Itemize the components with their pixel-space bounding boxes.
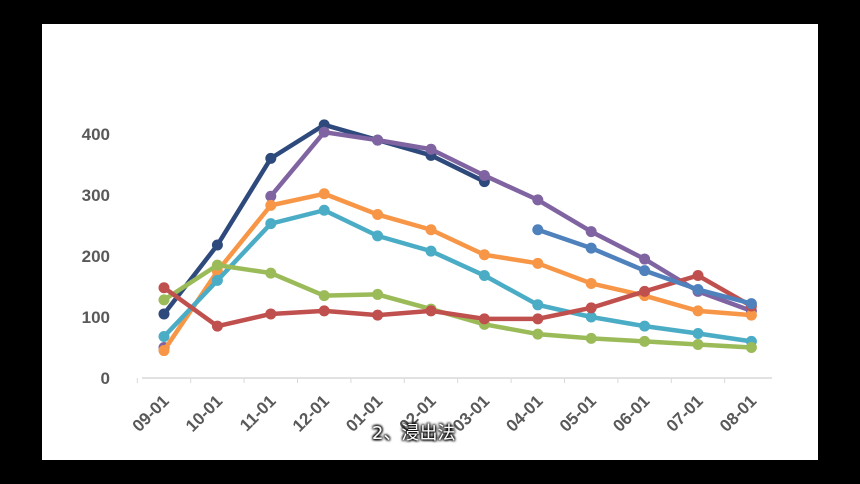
data-point <box>372 309 384 321</box>
series-path <box>161 273 754 329</box>
data-point <box>692 284 704 296</box>
x-tick-label: 08-01 <box>716 391 760 435</box>
x-tick-label: 09-01 <box>129 391 173 435</box>
data-point <box>265 199 277 211</box>
y-tick-label: 200 <box>82 247 110 266</box>
data-point <box>265 308 277 320</box>
data-point <box>478 169 490 181</box>
data-point <box>532 313 544 325</box>
data-point <box>692 270 704 282</box>
data-point <box>425 224 437 236</box>
y-tick-label: 400 <box>82 125 110 144</box>
data-point <box>692 327 704 339</box>
data-point <box>211 274 223 286</box>
series-path <box>161 191 754 353</box>
data-point <box>585 302 597 314</box>
data-point <box>692 305 704 317</box>
data-point <box>265 190 277 202</box>
data-point <box>532 224 544 236</box>
data-point <box>745 309 757 321</box>
data-point <box>639 265 651 277</box>
data-point <box>318 126 330 138</box>
data-point <box>318 290 330 302</box>
data-point <box>211 320 223 332</box>
x-tick-label: 11-01 <box>236 391 280 435</box>
series-path <box>161 208 754 344</box>
data-point <box>692 338 704 350</box>
data-point <box>478 270 490 282</box>
data-point <box>372 209 384 221</box>
data-point <box>158 294 170 306</box>
x-tick-label: 04-01 <box>502 391 546 435</box>
data-point <box>318 188 330 200</box>
data-point <box>425 245 437 257</box>
data-point <box>745 298 757 310</box>
data-point <box>158 345 170 357</box>
data-point <box>532 194 544 206</box>
series-path <box>268 129 754 314</box>
data-point <box>639 335 651 347</box>
x-tick-label: 05-01 <box>556 391 600 435</box>
data-point <box>158 282 170 294</box>
data-point <box>318 204 330 216</box>
data-point <box>585 277 597 289</box>
data-point <box>265 218 277 230</box>
data-point <box>745 342 757 353</box>
y-tick-label: 300 <box>82 186 110 205</box>
data-point <box>532 257 544 269</box>
x-tick-label: 12-01 <box>289 391 333 435</box>
data-point <box>478 313 490 325</box>
data-point <box>211 259 223 271</box>
data-point <box>265 152 277 164</box>
data-point <box>639 320 651 332</box>
data-point <box>585 332 597 344</box>
data-point <box>318 305 330 317</box>
data-point <box>532 328 544 340</box>
data-point <box>372 134 384 146</box>
data-point <box>585 242 597 254</box>
data-point <box>532 299 544 311</box>
data-point <box>265 267 277 279</box>
x-tick-label: 07-01 <box>663 391 707 435</box>
data-point <box>585 311 597 323</box>
data-point <box>372 288 384 300</box>
data-point <box>158 331 170 343</box>
data-point <box>478 249 490 261</box>
x-tick-label: 06-01 <box>609 391 653 435</box>
series-line <box>158 204 757 347</box>
x-tick-label: 10-01 <box>182 391 226 435</box>
video-subtitle: 2、浸出法 <box>372 423 456 444</box>
y-tick-label: 100 <box>82 308 110 327</box>
data-point <box>158 308 170 320</box>
data-point <box>425 143 437 155</box>
data-point <box>211 239 223 251</box>
series-line <box>532 224 757 310</box>
data-point <box>425 305 437 317</box>
series-line <box>158 270 757 332</box>
data-point <box>372 230 384 242</box>
data-point <box>639 285 651 297</box>
x-tick-label: 03-01 <box>449 391 493 435</box>
data-point <box>639 253 651 265</box>
chart-frame: 0 100 200 300 400 09-01 10-01 11-01 12-01 01-01 02… <box>42 24 818 460</box>
y-tick-label: 0 <box>101 369 110 388</box>
series-group <box>158 119 757 357</box>
data-point <box>585 226 597 238</box>
